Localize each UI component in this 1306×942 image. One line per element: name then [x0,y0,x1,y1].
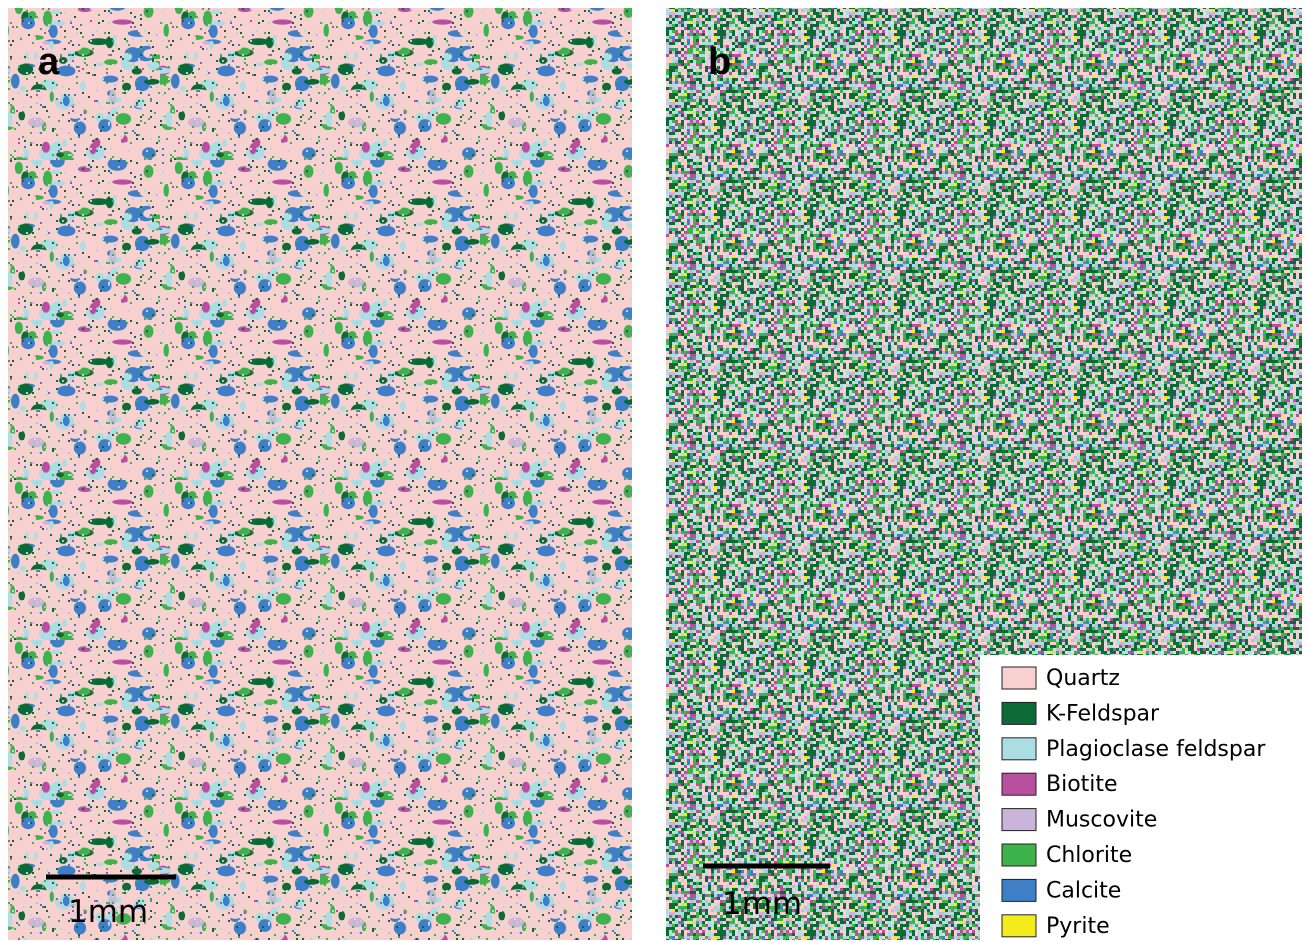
legend-swatch [1002,667,1036,689]
legend-swatch [1002,879,1036,901]
legend-swatch [1002,809,1036,831]
panel-label: b [708,41,731,83]
legend-swatch [1002,844,1036,866]
legend-label: Chlorite [1046,843,1132,868]
legend-label: Muscovite [1046,808,1157,833]
legend-label: Plagioclase feldspar [1046,737,1266,762]
mineral-map-a [8,8,632,940]
legend-label: Quartz [1046,666,1120,691]
legend-swatch [1002,738,1036,760]
scale-bar-label: 1mm [68,894,148,930]
panel-label: a [38,41,60,83]
legend-swatch [1002,915,1036,937]
legend-label: Calcite [1046,878,1121,903]
scale-bar-label: 1mm [722,886,802,922]
figure: a b 1mm 1mm Quartz K-Feldspar Plagioclase … [0,0,1306,942]
legend-label: Biotite [1046,772,1118,797]
legend-swatch [1002,773,1036,795]
legend-label: Pyrite [1046,914,1110,939]
legend-swatch [1002,702,1036,724]
legend-label: K-Feldspar [1046,701,1160,726]
